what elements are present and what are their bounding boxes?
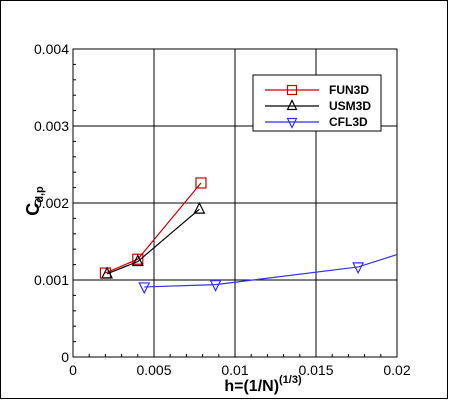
y-tick-label: 0.004: [34, 41, 69, 57]
series-line: [144, 254, 398, 288]
data-point-marker: [286, 99, 298, 111]
series-cfl3d: [138, 254, 398, 295]
y-axis-label: Cd,p: [23, 186, 46, 216]
x-tick-label: 0.005: [136, 362, 171, 378]
y-tick-label: 0.001: [34, 272, 69, 288]
data-point-marker: [352, 262, 365, 275]
data-point-marker: [131, 254, 144, 267]
x-tick-label: 0.01: [221, 362, 248, 378]
y-tick-label: 0.002: [34, 195, 69, 211]
legend-label: FUN3D: [329, 83, 369, 97]
x-tick-label: 0.02: [383, 362, 410, 378]
axis-ticks: 0 0.005 0.01 0.015 0.02 0 0.001 0.002 0.003 0.004: [34, 41, 411, 378]
series-line: [106, 208, 200, 275]
legend-item-cfl3d: CFL3D: [265, 115, 368, 129]
y-tick-label: 0: [61, 349, 69, 365]
legend-item-fun3d: FUN3D: [265, 83, 369, 97]
series-usm3d: [101, 201, 206, 279]
x-tick-label: 0: [69, 362, 77, 378]
data-point-marker: [195, 177, 207, 189]
data-point-marker: [286, 84, 298, 96]
legend-label: CFL3D: [329, 115, 368, 129]
series-layer: [99, 177, 398, 295]
y-tick-label: 0.003: [34, 118, 69, 134]
series-line: [105, 182, 202, 274]
legend: FUN3D USM3D CFL3D: [252, 74, 382, 132]
data-point-marker: [209, 280, 222, 292]
data-point-marker: [286, 117, 298, 129]
x-tick-label: 0.015: [298, 362, 333, 378]
series-fun3d: [99, 177, 207, 279]
legend-label: USM3D: [329, 99, 371, 113]
data-point-marker: [138, 282, 151, 295]
x-axis-label: h=(1/N)(1/3): [224, 374, 302, 395]
data-point-marker: [193, 201, 206, 214]
legend-item-usm3d: USM3D: [265, 99, 371, 113]
data-point-marker: [101, 266, 113, 279]
